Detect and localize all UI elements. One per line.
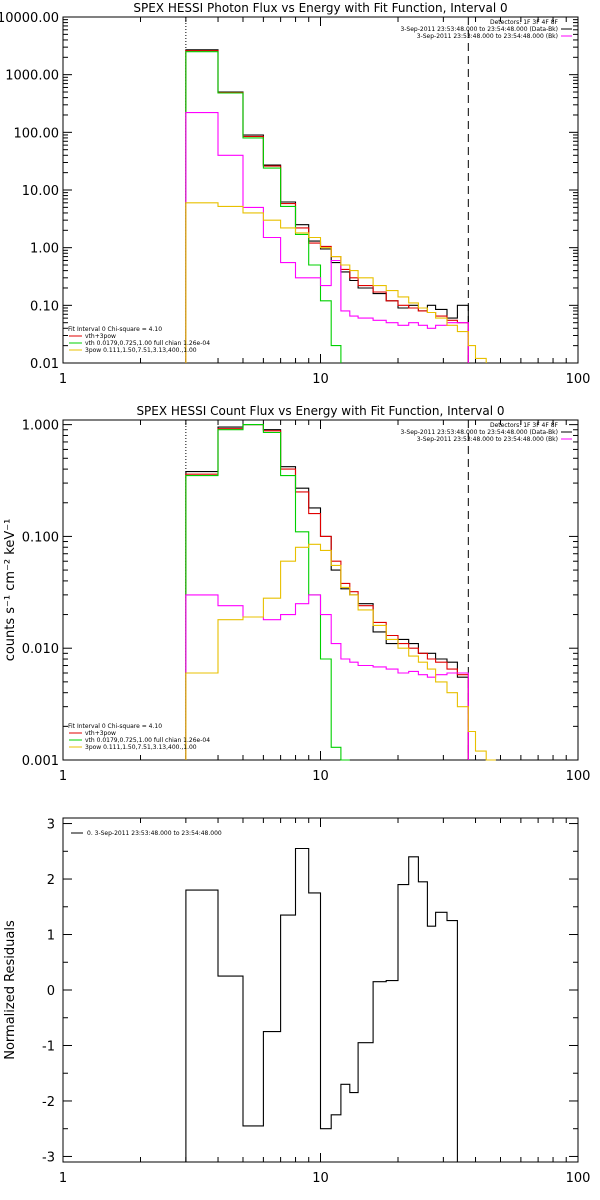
x-tick-label-2: 100: [566, 1171, 591, 1186]
y-axis-label-1: counts s⁻¹ cm⁻² keV⁻¹: [3, 519, 18, 662]
series-line-2-0: [185, 847, 469, 1163]
series-line-1-4: [185, 543, 496, 761]
x-tick-label-1: 100: [566, 769, 591, 784]
y-tick-label-1: 0.100: [22, 530, 59, 545]
y-tick-label-2: -2: [42, 1095, 55, 1110]
x-tick-label-1: 1: [59, 769, 67, 784]
legend-top-entry-0: 3-Sep-2011 23:53:48.000 to 23:54:48.000 …: [417, 33, 558, 40]
y-tick-label-0: 0.01: [30, 357, 59, 372]
y-tick-label-1: 0.001: [22, 754, 59, 769]
x-tick-label-1: 10: [312, 769, 329, 784]
y-tick-label-2: -3: [42, 1150, 55, 1165]
y-tick-label-2: 2: [47, 873, 55, 888]
series-line-0-3: [185, 112, 469, 363]
legend-entry-2: 0. 3-Sep-2011 23:53:48.000 to 23:54:48.0…: [87, 830, 222, 837]
legend-top-entry-0: 3-Sep-2011 23:53:48.000 to 23:54:48.000 …: [400, 26, 558, 33]
series-line-0-0: [185, 49, 469, 363]
y-tick-label-0: 1.00: [30, 242, 59, 257]
x-tick-label-0: 10: [312, 372, 329, 387]
legend-bottom-entry-0: vth+3pow: [85, 333, 116, 340]
y-tick-label-0: 0.10: [30, 299, 59, 314]
legend-top-entry-1: 3-Sep-2011 23:53:48.000 to 23:54:48.000 …: [417, 436, 558, 443]
y-tick-label-2: -1: [42, 1039, 55, 1054]
y-tick-label-0: 10000.00: [0, 11, 59, 26]
y-tick-label-2: 0: [47, 984, 55, 999]
plot-frame-1: [62, 419, 579, 761]
y-tick-label-2: 1: [47, 929, 55, 944]
y-axis-label-2: Normalized Residuals: [3, 920, 18, 1060]
legend-bottom-entry-1: Fit Interval 0 Chi-square = 4.10: [68, 723, 162, 730]
series-line-1-0: [185, 424, 469, 760]
series-line-1-3: [185, 594, 469, 760]
y-tick-label-1: 0.010: [22, 642, 59, 657]
x-tick-label-2: 10: [312, 1171, 329, 1186]
x-tick-label-0: 100: [566, 372, 591, 387]
y-tick-label-1: 1.000: [22, 419, 59, 434]
legend-bottom-entry-0: vth 0.0179,0.725,1.00 full chian 1.26e-0…: [85, 340, 210, 347]
series-line-0-4: [185, 202, 487, 363]
y-tick-label-2: 3: [47, 818, 55, 833]
legend-top-entry-1: Detectors: 1F 3F 4F 8F: [490, 422, 559, 429]
series-line-0-2: [185, 51, 342, 363]
legend-bottom-entry-1: vth 0.0179,0.725,1.00 full chian 1.26e-0…: [85, 737, 210, 744]
y-tick-label-0: 1000.00: [5, 69, 59, 84]
series-line-1-1: [185, 424, 469, 760]
legend-bottom-entry-1: 3pow 0.111,1.50,7.51,3.13,400.,1.00: [85, 744, 197, 751]
legend-bottom-entry-0: 3pow 0.111,1.50,7.51,3.13,400.,1.00: [85, 347, 197, 354]
legend-top-entry-0: Detectors: 1F 3F 4F 8F: [490, 19, 559, 26]
series-line-1-2: [185, 424, 350, 761]
chart-title-1: SPEX HESSI Count Flux vs Energy with Fit…: [136, 404, 504, 418]
legend-top-entry-1: 3-Sep-2011 23:53:48.000 to 23:54:48.000 …: [400, 429, 558, 436]
y-tick-label-0: 100.00: [14, 126, 60, 141]
y-tick-label-0: 10.00: [22, 184, 59, 199]
x-tick-label-2: 1: [59, 1171, 67, 1186]
plot-frame-0: [62, 16, 579, 364]
chart-title-0: SPEX HESSI Photon Flux vs Energy with Fi…: [133, 1, 507, 15]
legend-bottom-entry-0: Fit Interval 0 Chi-square = 4.10: [68, 326, 162, 333]
x-tick-label-0: 1: [59, 372, 67, 387]
legend-bottom-entry-1: vth+3pow: [85, 730, 116, 737]
